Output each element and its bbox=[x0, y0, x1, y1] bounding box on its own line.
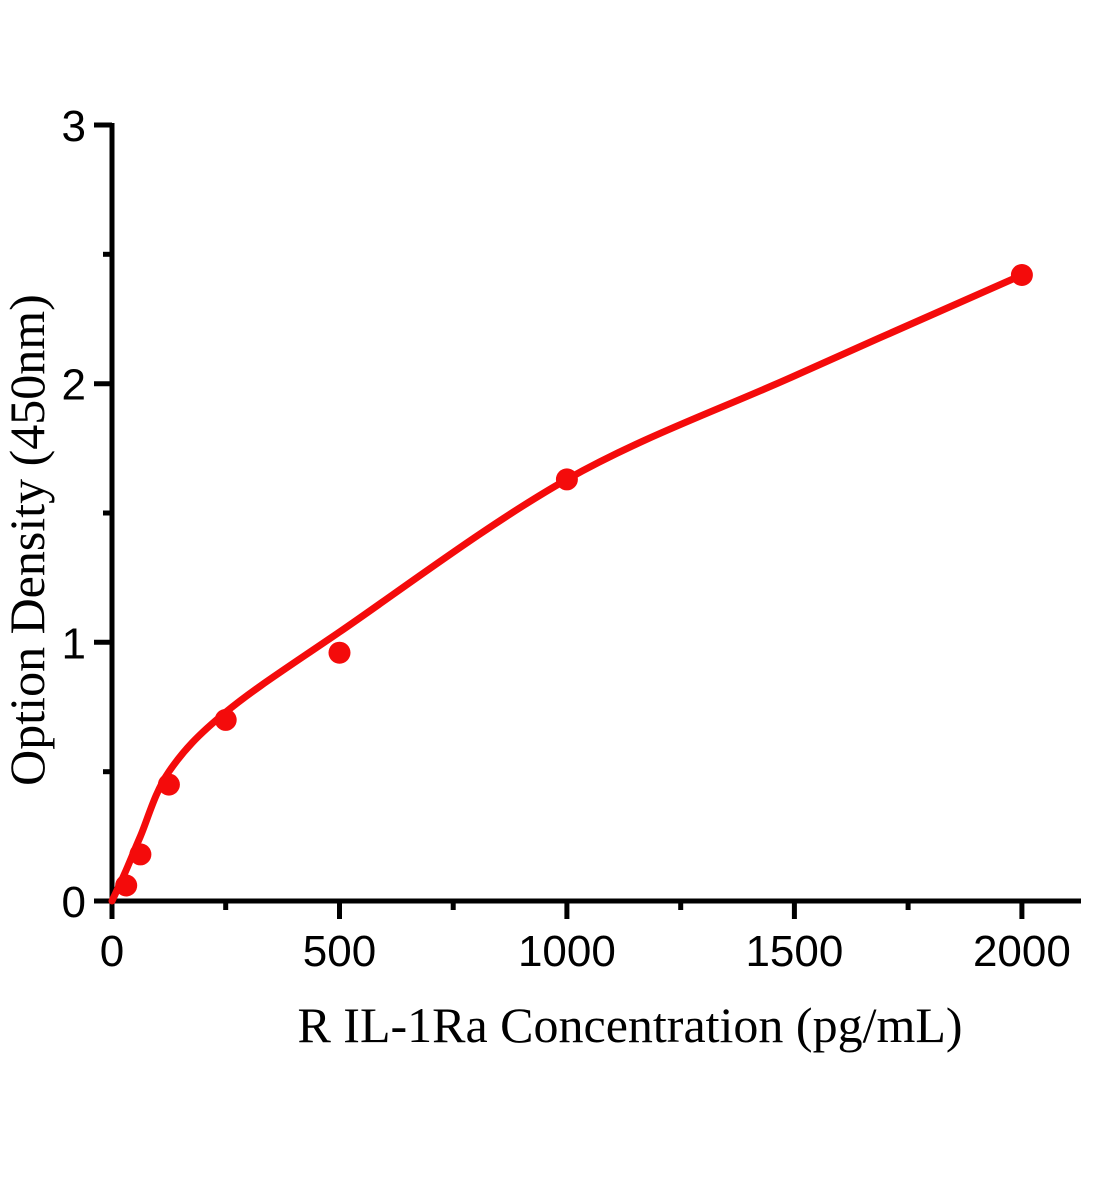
axes-layer bbox=[109, 123, 1081, 904]
series-layer bbox=[108, 264, 1033, 905]
x-axis-tick-label: 1500 bbox=[745, 927, 843, 976]
y-axis-tick-label: 2 bbox=[62, 361, 86, 410]
y-axis-tick-label: 0 bbox=[62, 878, 86, 927]
x-axis-tick-label: 0 bbox=[100, 927, 124, 976]
data-point bbox=[328, 641, 351, 664]
tick-layer bbox=[94, 122, 1025, 919]
y-axis-tick-label: 3 bbox=[62, 102, 86, 151]
data-point bbox=[214, 708, 237, 731]
y-axis-tick-label: 1 bbox=[62, 619, 86, 668]
fitted-curve-line bbox=[108, 271, 1026, 905]
x-axis-title: R IL-1Ra Concentration (pg/mL) bbox=[297, 997, 962, 1053]
data-point bbox=[129, 843, 152, 866]
data-point bbox=[555, 468, 578, 491]
data-point bbox=[157, 773, 180, 796]
tick-label-layer: 0 500 1000 1500 2000 0 1 2 3 bbox=[62, 102, 1071, 976]
data-point bbox=[115, 874, 138, 897]
y-axis-title: Option Density (450nm) bbox=[0, 294, 55, 786]
data-point bbox=[1010, 264, 1033, 286]
x-axis-tick-label: 2000 bbox=[973, 927, 1071, 976]
x-axis-tick-label: 500 bbox=[303, 927, 376, 976]
x-axis-tick-label: 1000 bbox=[518, 927, 616, 976]
